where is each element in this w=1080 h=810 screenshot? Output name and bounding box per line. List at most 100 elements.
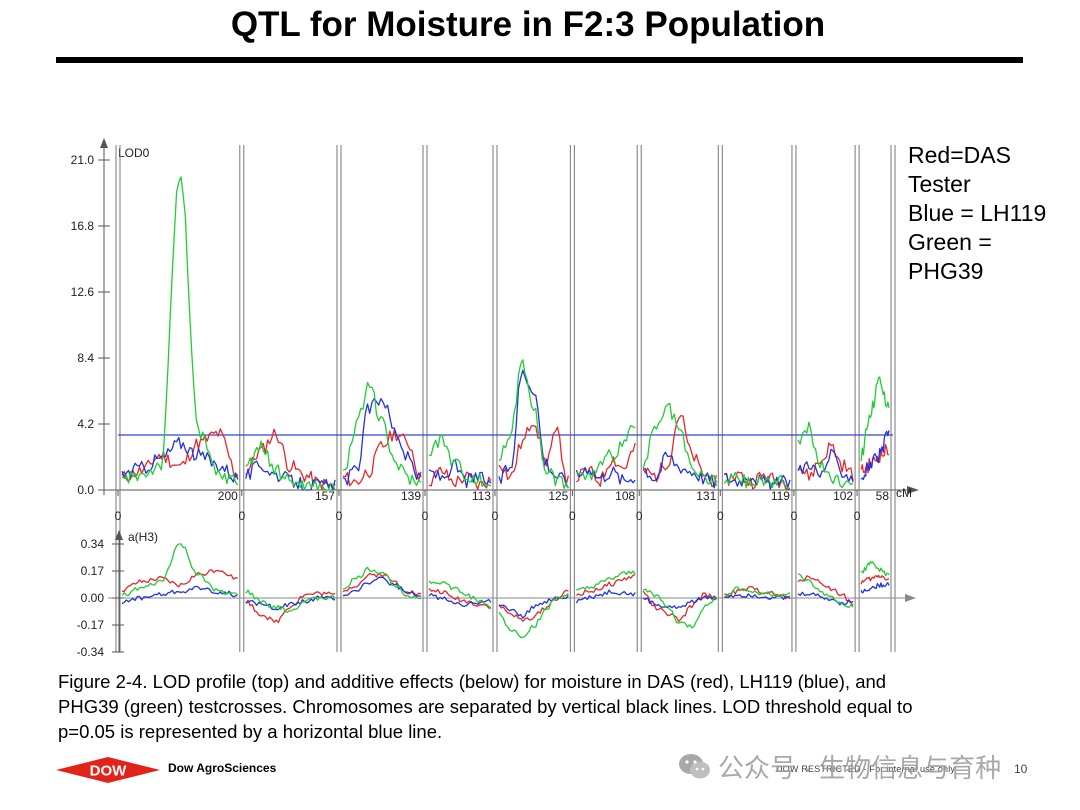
lod-x-axis-label: cM <box>896 486 912 500</box>
effect-y-tick-label: 0.34 <box>81 537 105 551</box>
lod-lh119-line <box>860 430 890 481</box>
dow-logo-text: DOW <box>90 763 128 780</box>
chromosome-start-label: 0 <box>854 509 861 523</box>
effect-lh119-line <box>342 576 422 597</box>
lod-y-tick-label: 21.0 <box>71 153 95 167</box>
effect-das-line <box>642 590 717 623</box>
company-name: Dow AgroSciences <box>168 761 277 775</box>
effect-y-tick-label: -0.17 <box>77 618 105 632</box>
effect-lh119-line <box>498 594 569 619</box>
effect-das-line <box>797 575 854 606</box>
dow-diamond-shape <box>56 757 160 783</box>
effect-lh119-line <box>575 589 636 604</box>
restricted-notice: DOW RESTRICTED - For internal use only <box>776 764 956 774</box>
lod-phg39-line <box>498 359 569 490</box>
effect-x-axis-arrow <box>905 594 916 602</box>
lod-y-axis-label: LOD0 <box>118 146 150 160</box>
effect-das-line <box>342 572 422 596</box>
effect-das-line <box>428 587 492 609</box>
lod-phg39-line <box>576 424 636 481</box>
effect-das-line <box>245 591 336 624</box>
effect-phg39-line <box>860 560 890 577</box>
effect-das-line <box>860 574 890 585</box>
lod-lh119-line <box>342 397 422 486</box>
chromosome-start-label: 0 <box>238 509 245 523</box>
lod-phg39-line <box>342 381 422 486</box>
chromosome-start-label: 0 <box>791 509 798 523</box>
slide-title: QTL for Moisture in F2:3 Population <box>230 5 826 44</box>
page-number: 10 <box>1014 762 1028 776</box>
chromosome-end-label: 58 <box>876 489 890 503</box>
effect-phg39-line <box>428 580 492 610</box>
lod-phg39-line <box>245 440 336 491</box>
effect-y-tick-label: 0.00 <box>81 591 105 605</box>
lod-y-tick-label: 16.8 <box>71 219 95 233</box>
lod-das-line <box>121 428 239 483</box>
effect-phg39-line <box>342 566 422 600</box>
lod-lh119-line <box>797 448 854 483</box>
chromosome-end-label: 125 <box>548 489 568 503</box>
legend-line-lh119: Blue = LH119 <box>908 200 1047 226</box>
lod-y-tick-label: 12.6 <box>71 285 95 299</box>
wechat-icon <box>679 753 710 778</box>
effect-phg39-line <box>643 588 717 629</box>
chromosome-start-label: 0 <box>115 509 122 523</box>
lod-das-line <box>498 425 570 486</box>
effect-phg39-line <box>121 543 239 597</box>
lod-das-line <box>797 442 854 481</box>
lod-phg39-line <box>860 376 890 462</box>
lod-phg39-line <box>723 471 791 490</box>
chromosome-end-label: 119 <box>771 489 790 503</box>
effect-das-line <box>498 589 569 622</box>
effect-phg39-line <box>724 586 791 598</box>
chromosome-end-label: 157 <box>315 489 335 503</box>
lod-phg39-line <box>428 434 492 487</box>
lod-das-line <box>860 443 889 474</box>
chromosome-end-label: 113 <box>472 489 491 503</box>
chromosome-end-label: 139 <box>401 489 421 503</box>
watermark-text: 公众号 · 生物信息与育种 <box>718 753 1002 783</box>
chromosome-start-label: 0 <box>636 509 643 523</box>
lod-phg39-line <box>642 402 717 487</box>
chart-legend: Red=DAS Tester Blue = LH119 Green = PHG3… <box>908 141 1046 286</box>
lod-profile-plot: LOD0cM0.04.28.412.616.821.02000157013901… <box>71 138 919 652</box>
effect-lh119-line <box>860 582 890 594</box>
lod-lh119-line <box>643 451 717 489</box>
effect-lh119-line <box>642 595 717 610</box>
lod-y-axis-arrow <box>100 138 108 148</box>
chromosome-start-label: 0 <box>569 509 576 523</box>
chromosome-start-label: 0 <box>717 509 724 523</box>
lod-das-line <box>724 471 790 490</box>
effect-y-axis-label: a(H3) <box>128 530 158 544</box>
effect-phg39-line <box>498 592 569 639</box>
chromosome-end-label: 200 <box>218 489 238 503</box>
additive-effects-plot: a(H3) -0.34 -0.17 0.00 0.17 0.34 <box>77 530 916 659</box>
effect-y-axis-arrow <box>115 530 123 540</box>
lod-das-line <box>342 429 422 487</box>
effect-y-tick-label: -0.34 <box>77 645 105 659</box>
effect-lh119-line <box>121 585 239 605</box>
effect-phg39-line <box>797 573 854 609</box>
lod-lh119-line <box>245 460 336 491</box>
chromosome-end-label: 108 <box>615 489 635 503</box>
effect-y-tick-label: 0.17 <box>81 564 105 578</box>
legend-line-green: Green = <box>908 229 992 255</box>
chromosome-start-label: 0 <box>492 509 499 523</box>
effect-phg39-line <box>245 589 336 614</box>
effect-lh119-line <box>797 591 854 606</box>
legend-line-tester: Tester <box>908 171 971 197</box>
legend-line-phg39: PHG39 <box>908 258 984 284</box>
dow-logo: DOW <box>56 757 160 783</box>
lod-y-tick-label: 0.0 <box>77 483 94 497</box>
lod-y-tick-label: 8.4 <box>77 351 94 365</box>
effect-das-line <box>576 574 636 597</box>
lod-x-axis-arrow <box>907 486 919 494</box>
lod-lh119-line <box>575 466 636 485</box>
watermark: 公众号 · 生物信息与育种 <box>678 748 1001 785</box>
lod-phg39-line <box>797 421 854 489</box>
lod-lh119-line <box>428 459 492 489</box>
effect-lh119-line <box>428 593 492 607</box>
figure-caption: Figure 2-4. LOD profile (top) and additi… <box>58 671 913 742</box>
chromosome-start-label: 0 <box>422 509 429 523</box>
chromosome-end-label: 131 <box>696 489 716 503</box>
